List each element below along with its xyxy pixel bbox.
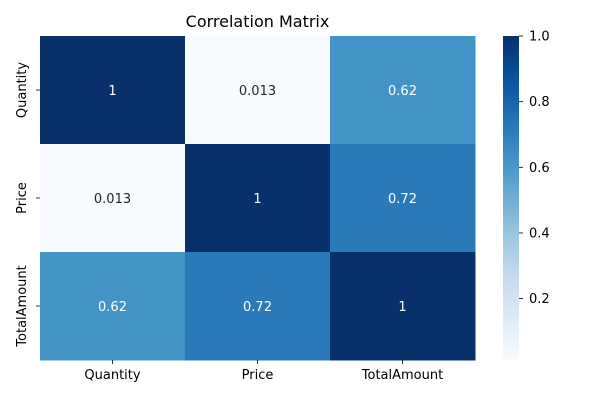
heatmap-cell-quantity-quantity [40,36,186,145]
x-tick-label: Quantity [84,368,140,383]
y-tick-label: Price [15,182,30,214]
cell-annotation: 1 [398,300,406,315]
heatmap-cell-price-totalamount [330,144,476,253]
colorbar-tick-label: 1.0 [529,30,550,45]
colorbar-tick-label: 0.4 [529,226,550,241]
y-axis-ticks: Quantity Price TotalAmount [15,62,40,348]
cell-annotation: 0.013 [94,192,131,207]
x-tick-label: Price [242,368,274,383]
colorbar-ticks: 0.2 0.4 0.6 0.8 1.0 [519,30,550,307]
heatmap-cell-price-quantity [40,144,186,253]
heatmap-cell-price-price [185,144,331,253]
cell-annotation: 0.013 [239,84,276,99]
colorbar-tick-label: 0.6 [529,161,550,176]
cell-annotation: 1 [108,84,116,99]
cell-annotation: 0.62 [98,300,127,315]
heatmap-cell-totalamount-quantity [40,252,186,361]
x-axis-ticks: Quantity Price TotalAmount [84,360,443,383]
heatmap-cell-totalamount-price [185,252,331,361]
heatmap-cell-quantity-price [185,36,331,145]
colorbar-tick-label: 0.2 [529,292,550,307]
chart-title: Correlation Matrix [186,12,330,31]
heatmap-cells [40,36,476,361]
cell-annotation: 0.72 [243,300,272,315]
heatmap-cell-quantity-totalamount [330,36,476,145]
x-tick-label: TotalAmount [361,368,443,383]
cell-annotation: 1 [253,192,261,207]
cell-annotation: 0.72 [388,192,417,207]
heatmap-annotations: 1 0.013 0.62 0.013 1 0.72 0.62 0.72 1 [94,84,417,315]
colorbar [503,36,519,360]
cell-annotation: 0.62 [388,84,417,99]
colorbar-tick-label: 0.8 [529,95,550,110]
y-tick-label: Quantity [15,62,30,118]
heatmap-cell-totalamount-totalamount [330,252,476,361]
y-tick-label: TotalAmount [15,265,30,347]
